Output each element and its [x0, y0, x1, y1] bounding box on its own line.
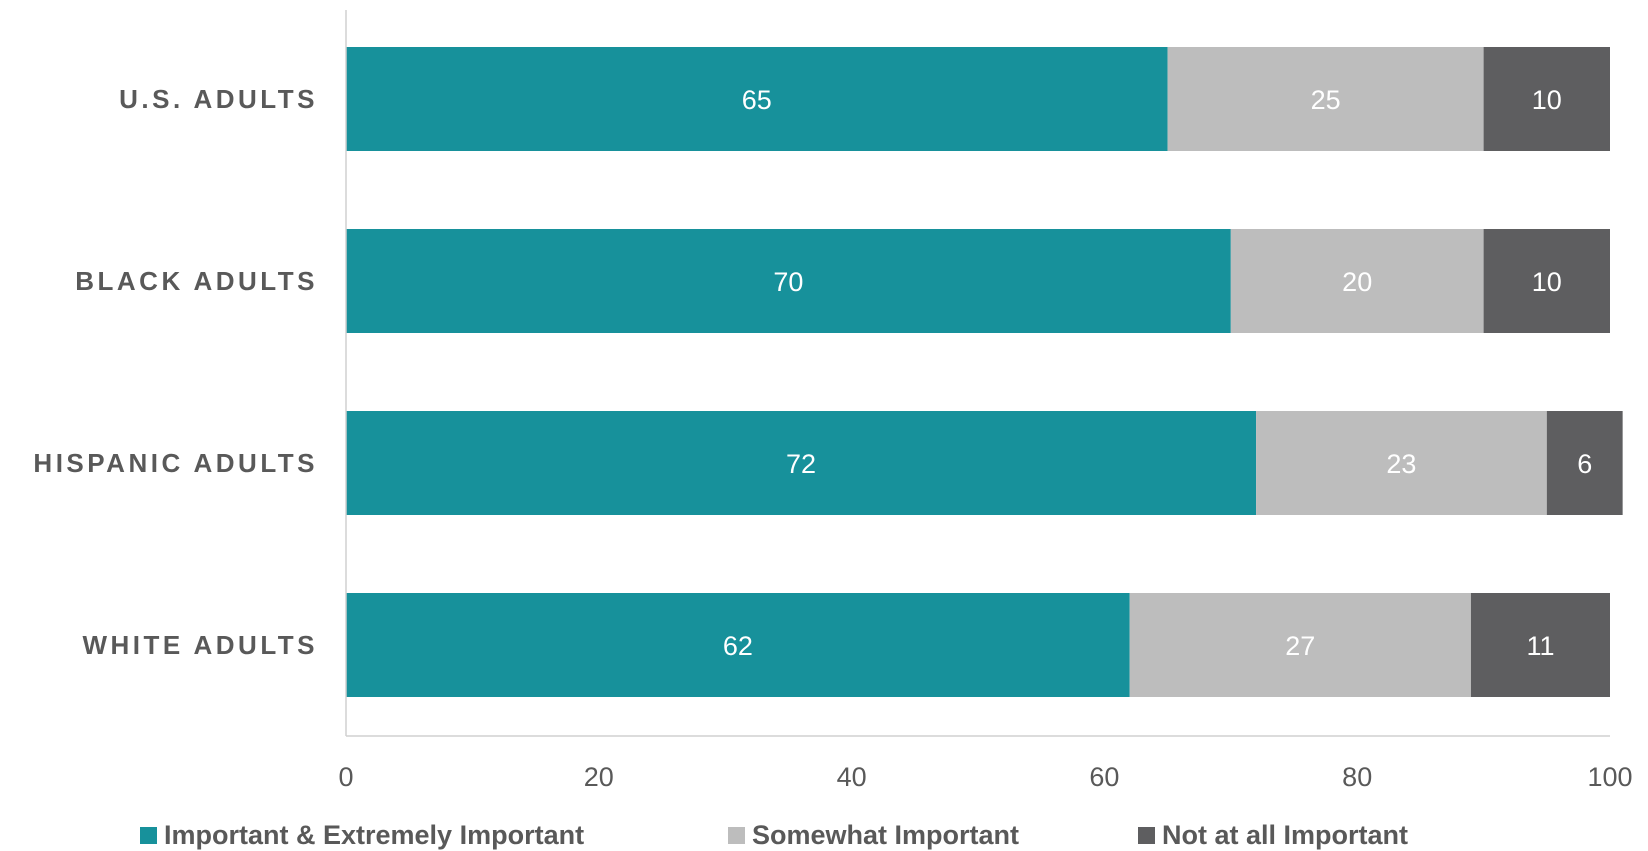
category-label-u-s-adults: U.S. ADULTS — [119, 84, 318, 114]
data-label-hispanic-adults-not-at-all-important: 6 — [1577, 449, 1592, 479]
bar-black-adults-somewhat-important — [1230, 229, 1484, 333]
data-label-u-s-adults-somewhat-important: 25 — [1311, 85, 1341, 115]
legend-label-not-at-all: Not at all Important — [1162, 819, 1409, 850]
data-label-black-adults-not-at-all-important: 10 — [1532, 267, 1562, 297]
legend-label-somewhat: Somewhat Important — [752, 819, 1020, 850]
legend: Important & Extremely Important Somewhat… — [0, 820, 1648, 850]
x-tick-label-60: 60 — [1089, 762, 1119, 792]
x-tick-label-0: 0 — [338, 762, 353, 792]
data-label-black-adults-somewhat-important: 20 — [1342, 267, 1372, 297]
legend-swatch-not-at-all — [1138, 826, 1155, 844]
bar-u-s-adults-not-at-all-important — [1483, 47, 1610, 151]
bar-white-adults-somewhat-important — [1129, 593, 1471, 697]
legend-swatch-important — [140, 826, 157, 844]
bars-layer — [346, 47, 1623, 697]
data-label-u-s-adults-important-extremely-important: 65 — [742, 85, 772, 115]
labels-layer: 65 25 10 U.S. ADULTS 70 20 10 BLACK ADULTS 72 23 6… — [33, 84, 1632, 792]
legend-item-important: Important & Extremely Important — [140, 820, 584, 850]
bar-u-s-adults-important-extremely-important — [346, 47, 1168, 151]
axes-layer — [345, 10, 1610, 737]
data-label-hispanic-adults-important-extremely-important: 72 — [786, 449, 816, 479]
bar-white-adults-not-at-all-important — [1470, 593, 1610, 697]
data-label-white-adults-somewhat-important: 27 — [1285, 631, 1315, 661]
data-label-u-s-adults-not-at-all-important: 10 — [1532, 85, 1562, 115]
bar-white-adults-important-extremely-important — [346, 593, 1130, 697]
legend-swatch-somewhat — [728, 826, 745, 844]
data-label-white-adults-important-extremely-important: 62 — [723, 631, 753, 661]
legend-item-not-at-all: Not at all Important — [1138, 820, 1408, 850]
x-tick-label-40: 40 — [837, 762, 867, 792]
x-tick-label-80: 80 — [1342, 762, 1372, 792]
bar-hispanic-adults-not-at-all-important — [1546, 411, 1623, 515]
x-tick-label-20: 20 — [584, 762, 614, 792]
legend-item-somewhat: Somewhat Important — [728, 820, 1019, 850]
bar-u-s-adults-somewhat-important — [1167, 47, 1484, 151]
bar-black-adults-not-at-all-important — [1483, 229, 1610, 333]
data-label-hispanic-adults-somewhat-important: 23 — [1386, 449, 1416, 479]
category-label-white-adults: WHITE ADULTS — [82, 630, 318, 660]
data-label-black-adults-important-extremely-important: 70 — [773, 267, 803, 297]
bar-black-adults-important-extremely-important — [346, 229, 1231, 333]
data-label-white-adults-not-at-all-important: 11 — [1526, 631, 1554, 661]
bar-hispanic-adults-important-extremely-important — [346, 411, 1257, 515]
bar-hispanic-adults-somewhat-important — [1256, 411, 1547, 515]
category-label-hispanic-adults: HISPANIC ADULTS — [33, 448, 318, 478]
legend-label-important: Important & Extremely Important — [164, 819, 585, 850]
x-tick-label-100: 100 — [1587, 762, 1632, 792]
category-label-black-adults: BLACK ADULTS — [75, 266, 318, 296]
